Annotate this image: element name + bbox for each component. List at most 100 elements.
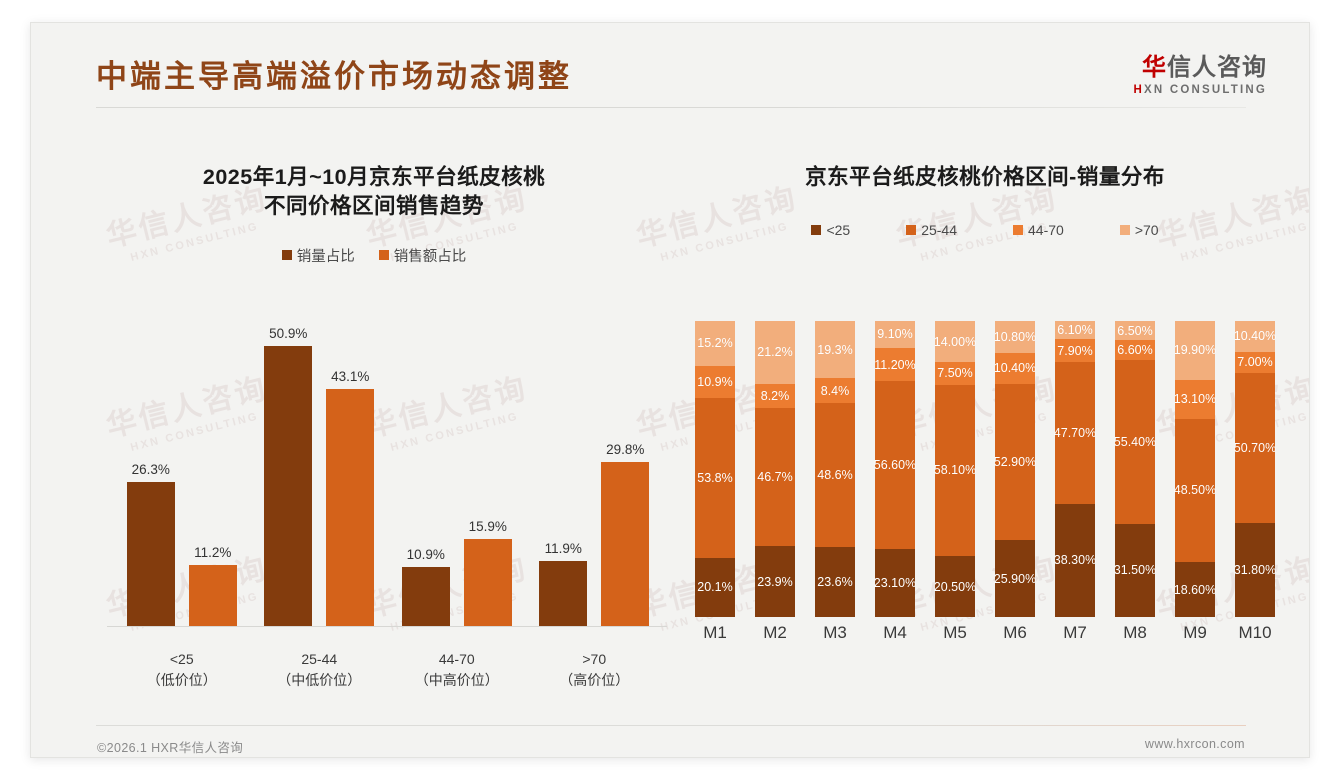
stacked-segment[interactable]: 52.90%: [993, 383, 1037, 541]
stacked-segment[interactable]: 31.50%: [1114, 523, 1156, 617]
legend-swatch-icon: [1013, 224, 1023, 235]
logo-chinese-text: 华信人咨询: [1134, 54, 1267, 81]
stacked-segment[interactable]: 46.7%: [755, 408, 795, 547]
stacked-segment[interactable]: 50.70%: [1233, 372, 1277, 523]
bar-column[interactable]: 43.1%: [326, 323, 375, 627]
bar-column[interactable]: 29.8%: [601, 323, 650, 627]
bar-rect[interactable]: [401, 567, 450, 627]
stacked-segment[interactable]: 10.9%: [695, 365, 735, 399]
bar-column[interactable]: 26.3%: [126, 323, 175, 627]
stacked-segment[interactable]: 10.40%: [994, 352, 1036, 384]
left-chart-title-line1: 2025年1月~10月京东平台纸皮核桃: [202, 165, 546, 189]
bar-column[interactable]: 15.9%: [463, 323, 512, 627]
legend-item-left-1[interactable]: 销售额占比: [378, 245, 467, 266]
stacked-bar-column[interactable]: 6.10% 7.90% 47.70% 38.30%: [1054, 321, 1096, 618]
stacked-segment[interactable]: 18.60%: [1174, 562, 1216, 617]
month-label: M5: [943, 623, 967, 642]
stacked-bar-column[interactable]: 21.2% 8.2% 46.7% 23.9%: [755, 321, 795, 617]
bar-rect[interactable]: [539, 561, 588, 627]
bar-rect[interactable]: [126, 482, 175, 627]
legend-item-right-1[interactable]: 25-44: [906, 222, 957, 238]
bar-column[interactable]: 50.9%: [264, 323, 313, 627]
stacked-segment[interactable]: 6.60%: [1115, 340, 1155, 360]
stacked-bar-column[interactable]: 19.90% 13.10% 48.50% 18.60%: [1173, 321, 1217, 617]
stacked-segment[interactable]: 7.90%: [1055, 339, 1095, 363]
bar-column[interactable]: 11.2%: [188, 323, 237, 627]
segment-value-label: 10.80%: [993, 329, 1037, 344]
stacked-segment[interactable]: 31.80%: [1233, 522, 1277, 617]
stacked-segment[interactable]: 11.20%: [874, 347, 916, 382]
stacked-segment[interactable]: 53.8%: [695, 398, 735, 558]
bar-rect[interactable]: [326, 389, 375, 627]
bar-rect[interactable]: [463, 539, 512, 627]
stacked-segment[interactable]: 10.80%: [993, 321, 1037, 353]
bar-value-label: 29.8%: [606, 442, 645, 457]
bar-rect[interactable]: [264, 346, 313, 627]
stacked-segment[interactable]: 20.1%: [695, 557, 735, 617]
bar-rect[interactable]: [601, 462, 650, 627]
stacked-segment[interactable]: 13.10%: [1174, 379, 1216, 419]
stacked-segment[interactable]: 23.9%: [755, 546, 795, 617]
stacked-bar-column[interactable]: 15.2% 10.9% 53.8% 20.1%: [695, 321, 735, 617]
segment-value-label: 6.50%: [1117, 323, 1153, 338]
bar-rect[interactable]: [188, 565, 237, 627]
segment-value-label: 19.90%: [1173, 343, 1217, 358]
stacked-segment[interactable]: 47.70%: [1054, 362, 1096, 504]
left-chart-title: 2025年1月~10月京东平台纸皮核桃 不同价格区间销售趋势: [69, 163, 679, 221]
stacked-segment[interactable]: 56.60%: [873, 381, 917, 549]
bar-column[interactable]: 10.9%: [401, 323, 450, 627]
legend-label: >70: [1134, 221, 1159, 238]
bar-value-label: 50.9%: [269, 326, 308, 341]
category-label: >70 （高价位）: [539, 649, 649, 697]
bar-column[interactable]: 11.9%: [539, 323, 588, 627]
stacked-bar-column[interactable]: 19.3% 8.4% 48.6% 23.6%: [815, 321, 855, 617]
stacked-segment[interactable]: 23.10%: [874, 548, 916, 617]
stacked-segment[interactable]: 48.50%: [1174, 418, 1216, 562]
legend-label: 销售额占比: [393, 248, 467, 265]
stacked-segment[interactable]: 48.6%: [815, 403, 855, 548]
bar-value-label: 10.9%: [406, 547, 445, 562]
segment-value-label: 6.10%: [1057, 323, 1093, 338]
chart-panel-left: 2025年1月~10月京东平台纸皮核桃 不同价格区间销售趋势 销量占比 销售额占比…: [69, 127, 679, 697]
segment-value-label: 50.70%: [1233, 440, 1277, 455]
legend-item-left-0[interactable]: 销量占比: [281, 245, 355, 266]
stacked-segment[interactable]: 9.10%: [875, 321, 915, 348]
stacked-segment[interactable]: 58.10%: [934, 384, 976, 557]
stacked-segment[interactable]: 15.2%: [695, 321, 735, 366]
stacked-segment[interactable]: 8.4%: [815, 378, 855, 404]
stacked-bar-column[interactable]: 6.50% 6.60% 55.40% 31.50%: [1114, 321, 1156, 617]
stacked-segment[interactable]: 20.50%: [934, 556, 976, 617]
stacked-segment[interactable]: 25.90%: [994, 540, 1036, 617]
stacked-segment[interactable]: 8.2%: [755, 383, 795, 409]
stacked-segment[interactable]: 14.00%: [934, 321, 976, 363]
stacked-bar-column[interactable]: 14.00% 7.50% 58.10% 20.50%: [934, 321, 976, 617]
stacked-bar-column[interactable]: 10.40% 7.00% 50.70% 31.80%: [1233, 321, 1277, 617]
category-label-tier: （中低价位）: [277, 672, 362, 688]
stacked-segment[interactable]: 6.10%: [1055, 321, 1095, 340]
stacked-segment[interactable]: 55.40%: [1114, 359, 1156, 524]
stacked-segment[interactable]: 21.2%: [755, 321, 795, 384]
stacked-segment[interactable]: 19.3%: [815, 321, 855, 379]
category-label-tier: （低价位）: [146, 672, 217, 688]
stacked-segment[interactable]: 6.50%: [1115, 321, 1155, 341]
right-chart-title: 京东平台纸皮核桃价格区间-销量分布: [805, 165, 1165, 189]
stacked-bar-chart: 15.2% 10.9% 53.8% 20.1% 21.2% 8.2% 46.7% 23.9% 1…: [687, 315, 1283, 655]
stacked-bar-column[interactable]: 9.10% 11.20% 56.60% 23.10%: [873, 321, 917, 617]
segment-value-label: 6.60%: [1117, 343, 1153, 357]
segment-value-label: 56.60%: [873, 457, 917, 472]
stacked-segment[interactable]: 23.6%: [815, 547, 855, 617]
stacked-segment[interactable]: 38.30%: [1054, 503, 1096, 618]
legend-item-right-0[interactable]: <25: [811, 222, 850, 238]
stacked-segment[interactable]: 19.90%: [1173, 321, 1217, 380]
segment-value-label: 53.8%: [697, 470, 733, 485]
segment-value-label: 52.90%: [993, 455, 1037, 470]
segment-value-label: 31.80%: [1233, 562, 1277, 577]
legend-item-right-3[interactable]: >70: [1119, 221, 1159, 238]
stacked-segment[interactable]: 10.40%: [1234, 321, 1276, 352]
stacked-bar-column[interactable]: 10.80% 10.40% 52.90% 25.90%: [993, 321, 1037, 617]
legend-item-right-2[interactable]: 44-70: [1013, 222, 1064, 238]
category-label: 44-70 （中高价位）: [402, 649, 512, 697]
stacked-segment[interactable]: 7.00%: [1235, 351, 1275, 373]
bar-group: 26.3% 11.2%: [126, 323, 237, 627]
stacked-segment[interactable]: 7.50%: [935, 362, 975, 385]
